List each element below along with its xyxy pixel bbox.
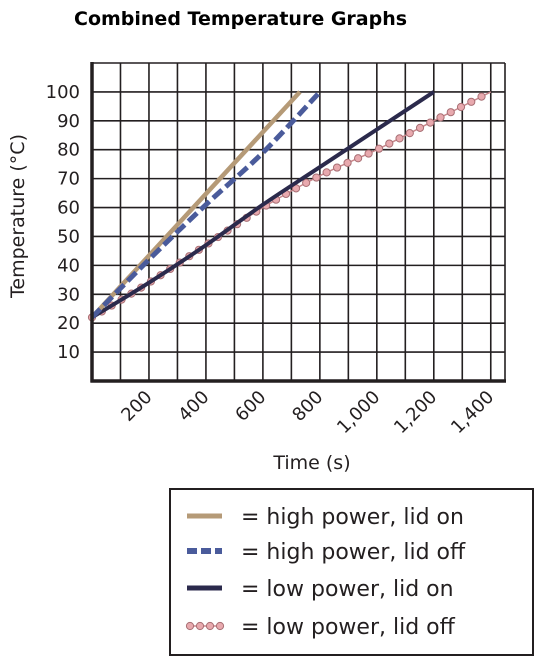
series-point bbox=[332, 163, 342, 172]
series-point bbox=[354, 154, 363, 163]
legend: = high power, lid on = high power, lid of… bbox=[169, 488, 534, 656]
legend-box bbox=[169, 488, 534, 656]
series-point bbox=[405, 129, 414, 138]
series-point bbox=[385, 139, 394, 148]
x-tick-label: 1,000 bbox=[333, 387, 384, 438]
axes bbox=[90, 62, 506, 383]
series-point bbox=[415, 123, 425, 132]
series-line bbox=[90, 90, 435, 320]
series-point bbox=[322, 168, 331, 177]
chart-title: Combined Temperature Graphs bbox=[74, 8, 407, 30]
series-layer bbox=[87, 90, 492, 322]
series-line bbox=[90, 90, 322, 320]
y-tick-label: 70 bbox=[57, 169, 80, 190]
grid bbox=[92, 62, 506, 381]
x-tick-label: 200 bbox=[117, 387, 156, 426]
legend-label: = high power, lid on bbox=[241, 505, 464, 530]
legend-swatch-point bbox=[215, 621, 225, 631]
x-tick-label: 400 bbox=[174, 387, 213, 426]
y-tick-label: 90 bbox=[57, 111, 80, 132]
series-point bbox=[374, 144, 384, 153]
y-tick-label: 100 bbox=[46, 82, 80, 103]
y-tick-label: 60 bbox=[57, 198, 80, 219]
legend-label: = low power, lid on bbox=[241, 577, 454, 602]
series-point bbox=[456, 102, 466, 112]
legend-label: = high power, lid off bbox=[241, 540, 466, 565]
legend-swatch-point bbox=[195, 621, 205, 631]
y-tick-label: 30 bbox=[57, 284, 80, 305]
x-tick-label: 600 bbox=[231, 387, 270, 426]
x-tick-label: 800 bbox=[288, 387, 327, 426]
x-tick-label: 1,400 bbox=[447, 387, 498, 438]
series-point bbox=[312, 173, 321, 182]
y-tick-label: 40 bbox=[57, 255, 80, 276]
series-point bbox=[343, 158, 352, 167]
series-point bbox=[436, 113, 445, 122]
legend-swatch-point bbox=[205, 621, 215, 631]
legend-swatch-point bbox=[185, 621, 195, 631]
x-tick-label: 1,200 bbox=[390, 387, 441, 438]
series-point bbox=[477, 92, 486, 101]
legend-label: = low power, lid off bbox=[241, 615, 456, 640]
y-tick-label: 50 bbox=[57, 226, 80, 247]
series-point bbox=[426, 118, 435, 127]
series-point bbox=[395, 134, 404, 143]
series-point bbox=[302, 178, 311, 187]
y-tick-label: 20 bbox=[57, 313, 80, 334]
series-point bbox=[467, 97, 476, 106]
y-tick-label: 80 bbox=[57, 140, 80, 161]
plot-area bbox=[92, 63, 505, 381]
series-point bbox=[446, 108, 455, 117]
y-tick-label: 10 bbox=[57, 342, 80, 363]
y-axis-label: Temperature (°C) bbox=[7, 134, 29, 299]
series-point bbox=[364, 149, 373, 158]
x-axis-label: Time (s) bbox=[272, 452, 350, 474]
